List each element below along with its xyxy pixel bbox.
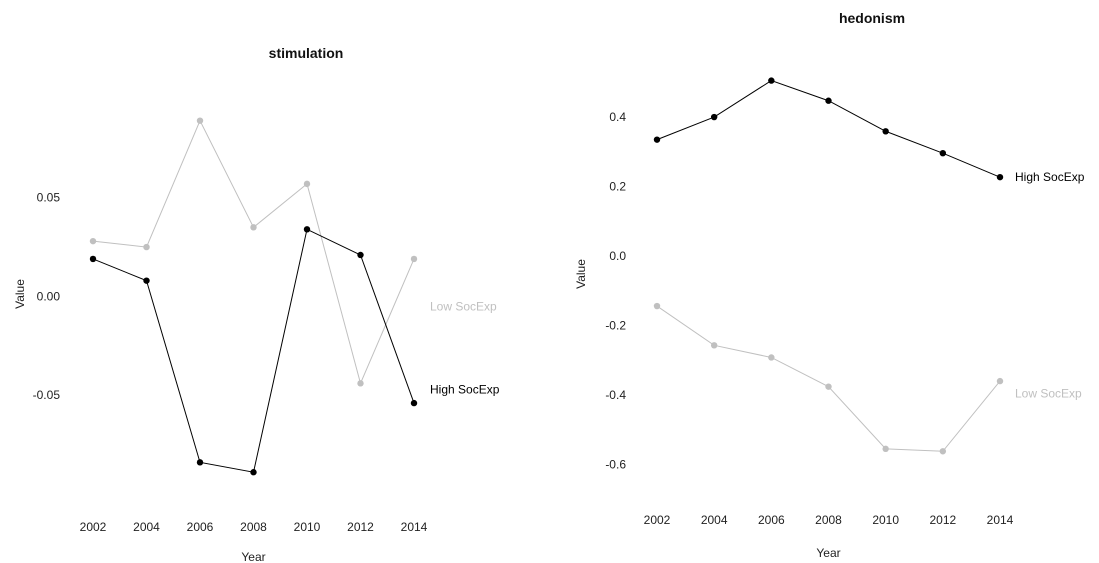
hedonism-high-socexp-point — [768, 77, 775, 84]
hedonism-low-socexp-point — [710, 342, 718, 349]
stimulation-high-socexp-point — [357, 251, 364, 259]
stimulation-low-socexp-point — [303, 180, 311, 188]
stimulation-high-socexp-point — [410, 399, 418, 407]
hedonism-x-tick-label: 2008 — [815, 513, 842, 527]
stimulation-chart-title: stimulation — [269, 45, 344, 61]
stimulation-x-tick-label: 2002 — [80, 520, 107, 534]
hedonism-y-tick-label: 0.4 — [609, 110, 626, 124]
stimulation-y-axis-label: Value — [13, 279, 27, 309]
hedonism-low-socexp-line — [656, 305, 1001, 452]
stimulation-low-socexp-point — [196, 117, 204, 124]
stimulation-y-tick-label: -0.05 — [33, 388, 61, 402]
stimulation-x-tick-label: 2004 — [133, 520, 160, 534]
hedonism-high-socexp-point — [939, 149, 947, 157]
stimulation-high-socexp-series-label: High SocExp — [430, 382, 500, 396]
hedonism-high-socexp-point — [882, 128, 889, 135]
hedonism-x-tick-label: 2006 — [758, 513, 785, 527]
hedonism-y-tick-label: -0.2 — [605, 319, 626, 333]
stimulation-high-socexp-line — [92, 228, 415, 473]
hedonism-y-axis-label: Value — [574, 259, 588, 289]
hedonism-low-socexp-point — [825, 383, 832, 390]
hedonism-chart: hedonism 2002 2004 2006 2008 2010 2012 2014 -0.6… — [574, 10, 1085, 560]
hedonism-high-socexp-point — [710, 113, 718, 121]
stimulation-y-tick-label: 0.05 — [37, 191, 61, 205]
stimulation-low-socexp-point — [250, 224, 257, 231]
hedonism-high-socexp-point — [825, 97, 832, 104]
hedonism-low-socexp-point — [939, 448, 947, 455]
hedonism-y-tick-label: 0.0 — [609, 249, 626, 263]
hedonism-high-socexp-point — [653, 136, 661, 143]
stimulation-x-tick-label: 2008 — [240, 520, 267, 534]
hedonism-x-tick-label: 2012 — [929, 513, 956, 527]
hedonism-low-socexp-series-label: Low SocExp — [1015, 386, 1082, 400]
stimulation-x-tick-label: 2012 — [347, 520, 374, 534]
hedonism-x-tick-label: 2004 — [701, 513, 728, 527]
hedonism-low-socexp-point — [653, 302, 661, 310]
stimulation-low-socexp-point — [143, 243, 150, 251]
hedonism-high-socexp-point — [996, 173, 1004, 181]
stimulation-high-socexp-point — [143, 277, 150, 284]
hedonism-x-tick-label: 2014 — [987, 513, 1014, 527]
stimulation-high-socexp-point — [303, 226, 311, 233]
stimulation-x-tick-label: 2014 — [401, 520, 428, 534]
stimulation-high-socexp-point — [196, 459, 204, 466]
stimulation-low-socexp-line — [92, 119, 415, 385]
hedonism-y-tick-label: 0.2 — [609, 180, 626, 194]
hedonism-low-socexp-point — [996, 377, 1004, 385]
stimulation-low-socexp-point — [410, 255, 418, 263]
hedonism-x-tick-label: 2002 — [644, 513, 671, 527]
stimulation-chart: stimulation 2002 2004 2006 2008 2010 2012 2014 -… — [13, 45, 500, 563]
stimulation-x-tick-label: 2010 — [294, 520, 321, 534]
hedonism-high-socexp-series-label: High SocExp — [1015, 170, 1085, 184]
stimulation-low-socexp-point — [89, 237, 97, 245]
stimulation-y-tick-label: 0.00 — [37, 289, 61, 303]
stimulation-high-socexp-point — [89, 255, 97, 263]
hedonism-chart-title: hedonism — [839, 10, 905, 26]
stimulation-low-socexp-point — [357, 380, 364, 387]
stimulation-high-socexp-point — [250, 469, 257, 476]
hedonism-x-axis-label: Year — [816, 546, 840, 560]
hedonism-y-tick-label: -0.4 — [605, 388, 626, 402]
hedonism-low-socexp-point — [768, 354, 775, 361]
hedonism-low-socexp-point — [882, 445, 889, 453]
stimulation-x-axis-label: Year — [241, 550, 265, 563]
hedonism-x-tick-label: 2010 — [872, 513, 899, 527]
stimulation-low-socexp-series-label: Low SocExp — [430, 299, 497, 313]
hedonism-y-tick-label: -0.6 — [605, 457, 626, 471]
hedonism-high-socexp-line — [656, 80, 1001, 178]
stimulation-x-tick-label: 2006 — [187, 520, 214, 534]
